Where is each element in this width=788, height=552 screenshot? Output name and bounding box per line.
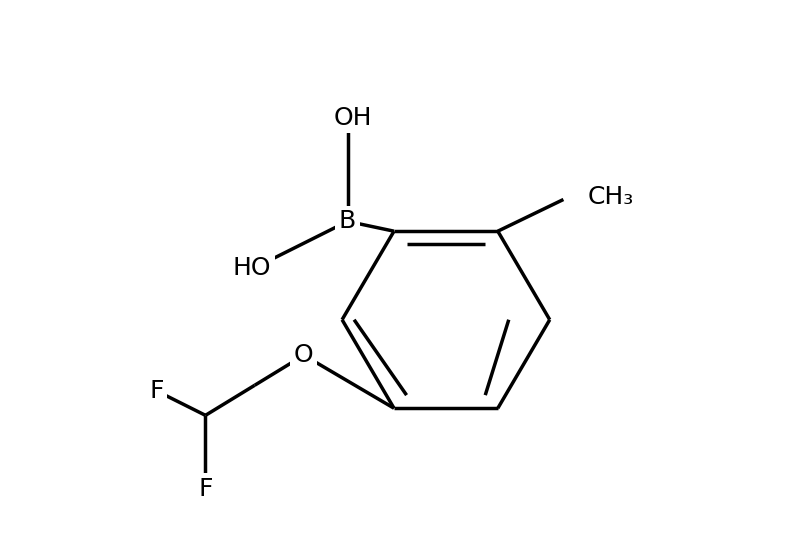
- Text: CH₃: CH₃: [588, 185, 634, 209]
- Text: OH: OH: [334, 105, 372, 130]
- Text: F: F: [199, 477, 213, 501]
- Text: F: F: [149, 379, 164, 403]
- Text: HO: HO: [232, 256, 271, 280]
- Text: B: B: [339, 209, 356, 233]
- Text: O: O: [294, 343, 314, 367]
